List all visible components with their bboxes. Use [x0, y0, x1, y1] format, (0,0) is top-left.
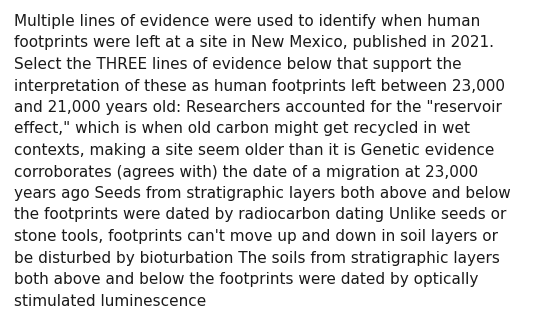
Text: years ago Seeds from stratigraphic layers both above and below: years ago Seeds from stratigraphic layer… [14, 186, 511, 201]
Text: both above and below the footprints were dated by optically: both above and below the footprints were… [14, 272, 478, 287]
Text: and 21,000 years old: Researchers accounted for the "reservoir: and 21,000 years old: Researchers accoun… [14, 100, 502, 115]
Text: Multiple lines of evidence were used to identify when human: Multiple lines of evidence were used to … [14, 14, 480, 29]
Text: corroborates (agrees with) the date of a migration at 23,000: corroborates (agrees with) the date of a… [14, 164, 478, 180]
Text: effect," which is when old carbon might get recycled in wet: effect," which is when old carbon might … [14, 122, 470, 136]
Text: contexts, making a site seem older than it is Genetic evidence: contexts, making a site seem older than … [14, 143, 494, 158]
Text: Select the THREE lines of evidence below that support the: Select the THREE lines of evidence below… [14, 57, 461, 72]
Text: be disturbed by bioturbation The soils from stratigraphic layers: be disturbed by bioturbation The soils f… [14, 251, 500, 266]
Text: the footprints were dated by radiocarbon dating Unlike seeds or: the footprints were dated by radiocarbon… [14, 207, 506, 222]
Text: footprints were left at a site in New Mexico, published in 2021.: footprints were left at a site in New Me… [14, 36, 494, 51]
Text: stone tools, footprints can't move up and down in soil layers or: stone tools, footprints can't move up an… [14, 229, 498, 244]
Text: interpretation of these as human footprints left between 23,000: interpretation of these as human footpri… [14, 78, 505, 93]
Text: stimulated luminescence: stimulated luminescence [14, 293, 206, 309]
